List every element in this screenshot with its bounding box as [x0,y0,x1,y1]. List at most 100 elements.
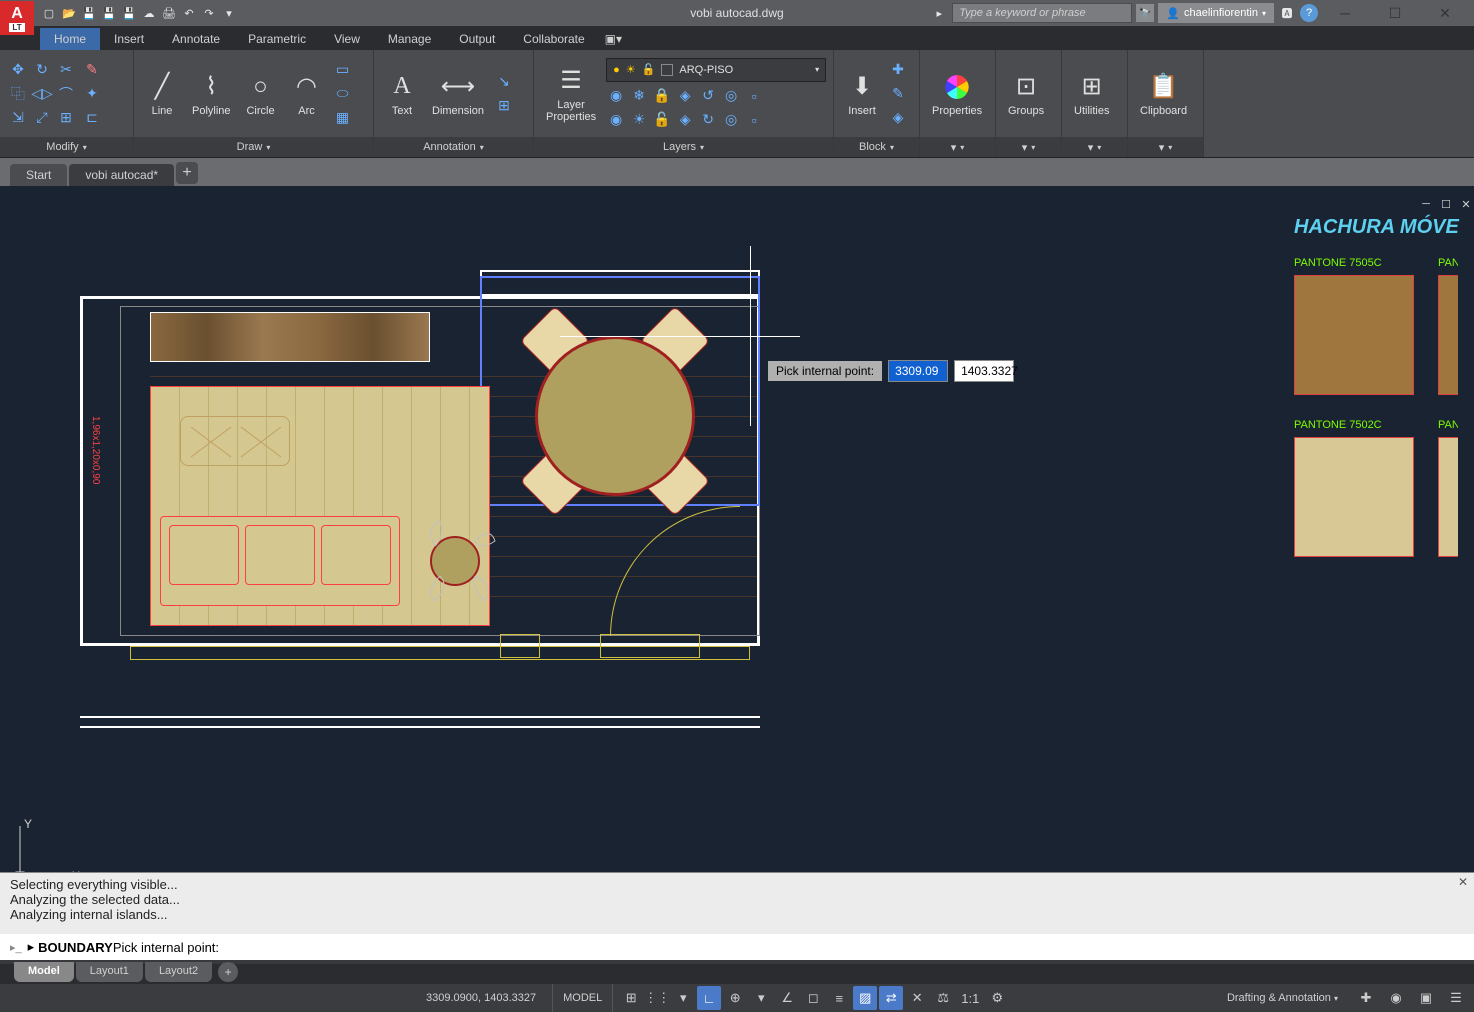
annotation-monitor-icon[interactable]: ✕ [905,986,929,1010]
polyline-button[interactable]: ⌇Polyline [188,69,235,119]
panel-title-groups[interactable]: ▾ [996,137,1061,157]
gear-icon[interactable]: ⚙ [985,986,1009,1010]
rotate-icon[interactable]: ↻ [32,60,52,80]
selection-cycling-icon[interactable]: ⇄ [879,986,903,1010]
isodraft-icon[interactable]: ▾ [749,986,773,1010]
table-icon[interactable]: ⊞ [494,96,514,116]
line-button[interactable]: ╱Line [142,69,182,119]
saveas-icon[interactable]: 💾 [100,4,118,22]
new-icon[interactable]: ▢ [40,4,58,22]
palette-maximize-icon[interactable]: ☐ [1438,196,1454,212]
ribbon-tab-parametric[interactable]: Parametric [234,28,320,50]
ribbon-tab-featured[interactable]: ▣▾ [599,28,628,50]
panel-title-layers[interactable]: Layers [534,137,833,157]
color-swatch[interactable] [1294,275,1414,395]
help-icon[interactable]: ? [1300,4,1318,22]
command-input[interactable]: ▸_ ▸ BOUNDARY Pick internal point: [0,934,1474,960]
layer-properties-button[interactable]: ☰Layer Properties [542,63,600,125]
layer-freeze-icon[interactable]: ❄ [629,86,649,106]
tooltip-x-input[interactable]: 3309.09 [888,360,948,382]
panel-title-annotation[interactable]: Annotation [374,137,533,157]
binoculars-icon[interactable]: 🔭 [1136,4,1154,22]
ribbon-tab-view[interactable]: View [320,28,374,50]
qat-more-icon[interactable]: ▾ [220,4,238,22]
quick-properties-icon[interactable]: ✚ [1354,986,1378,1010]
layout-tab-model[interactable]: Model [14,962,74,982]
scale-icon[interactable]: ⤢ [32,108,52,128]
otrack-icon[interactable]: ∠ [775,986,799,1010]
layer-selector[interactable]: ●☀🔓 ARQ-PISO ▾ [606,58,826,82]
doc-tab-start[interactable]: Start [10,164,67,186]
clipboard-button[interactable]: 📋Clipboard [1136,69,1191,119]
window-close-button[interactable]: ✕ [1422,0,1468,26]
ribbon-tab-home[interactable]: Home [40,28,100,50]
offset-icon[interactable]: ⊏ [82,108,102,128]
search-input[interactable]: Type a keyword or phrase [952,3,1132,23]
ortho-icon[interactable]: ∟ [697,986,721,1010]
layer-state-icon[interactable]: ▫ [744,110,764,130]
layout-tab-2[interactable]: Layout2 [145,962,212,982]
layer-more-icon[interactable]: ▫ [744,86,764,106]
hatch-icon[interactable]: ▦ [333,108,353,128]
user-account-button[interactable]: 👤 chaelinfiorentin ▾ [1158,3,1274,23]
layer-off-icon[interactable]: ◉ [606,86,626,106]
erase-icon[interactable]: ✎ [82,60,102,80]
leader-icon[interactable]: ↘ [494,72,514,92]
panel-title-draw[interactable]: Draw [134,137,373,157]
array-icon[interactable]: ⊞ [56,108,76,128]
tooltip-y-input[interactable]: 1403.3327 [954,360,1014,382]
save-icon[interactable]: 💾 [80,4,98,22]
ellipse-icon[interactable]: ⬭ [333,84,353,104]
layout-tab-1[interactable]: Layout1 [76,962,143,982]
undo-icon[interactable]: ↶ [180,4,198,22]
layer-prev-icon[interactable]: ↺ [698,86,718,106]
status-coordinates[interactable]: 3309.0900, 1403.3327 [410,984,553,1012]
open-icon[interactable]: 📂 [60,4,78,22]
redo-icon[interactable]: ↷ [200,4,218,22]
drawing-canvas[interactable]: 1,96x1,20x0,90 Pick internal point: [0,186,1474,896]
ribbon-tab-output[interactable]: Output [445,28,509,50]
mirror-icon[interactable]: ◁▷ [32,84,52,104]
explode-icon[interactable]: ✦ [82,84,102,104]
layer-iso-icon[interactable]: ◎ [721,86,741,106]
ribbon-tab-annotate[interactable]: Annotate [158,28,234,50]
insert-block-button[interactable]: ⬇Insert [842,69,882,119]
properties-button[interactable]: Properties [928,69,986,119]
fillet-icon[interactable]: ⌒ [56,84,76,104]
rectangle-icon[interactable]: ▭ [333,60,353,80]
groups-button[interactable]: ⊡Groups [1004,69,1048,119]
lineweight-icon[interactable]: ≡ [827,986,851,1010]
grid-icon[interactable]: ⊞ [619,986,643,1010]
panel-title-utilities[interactable]: ▾ [1062,137,1127,157]
layer-make-icon[interactable]: ◈ [675,110,695,130]
create-block-icon[interactable]: ✚ [888,60,908,80]
doc-tab-file[interactable]: vobi autocad* [69,164,174,186]
stretch-icon[interactable]: ⇲ [8,108,28,128]
add-layout-button[interactable]: + [218,962,238,982]
ribbon-tab-manage[interactable]: Manage [374,28,445,50]
annotation-scale-icon[interactable]: ⚖ [931,986,955,1010]
layer-match-icon[interactable]: ◈ [675,86,695,106]
color-swatch[interactable] [1438,437,1458,557]
layer-thaw-icon[interactable]: ☀ [629,110,649,130]
layer-on-icon[interactable]: ◉ [606,110,626,130]
arc-button[interactable]: ◠Arc [287,69,327,119]
cmd-close-icon[interactable]: ✕ [1458,875,1468,889]
plot-icon[interactable]: 🖨 [160,4,178,22]
circle-button[interactable]: ○Circle [241,69,281,119]
infer-icon[interactable]: ▾ [671,986,695,1010]
saveall-icon[interactable]: 💾 [120,4,138,22]
isolate-icon[interactable]: ▣ [1414,986,1438,1010]
palette-close-icon[interactable]: ✕ [1458,196,1474,212]
panel-title-block[interactable]: Block [834,137,919,157]
layer-lock-icon[interactable]: 🔒 [652,86,672,106]
utilities-button[interactable]: ⊞Utilities [1070,69,1113,119]
window-minimize-button[interactable]: ─ [1322,0,1368,26]
color-swatch[interactable] [1294,437,1414,557]
hardware-accel-icon[interactable]: ◉ [1384,986,1408,1010]
clean-screen-icon[interactable]: ☰ [1444,986,1468,1010]
trim-icon[interactable]: ✂ [56,60,76,80]
window-maximize-button[interactable]: ☐ [1372,0,1418,26]
move-icon[interactable]: ✥ [8,60,28,80]
polar-icon[interactable]: ⊕ [723,986,747,1010]
